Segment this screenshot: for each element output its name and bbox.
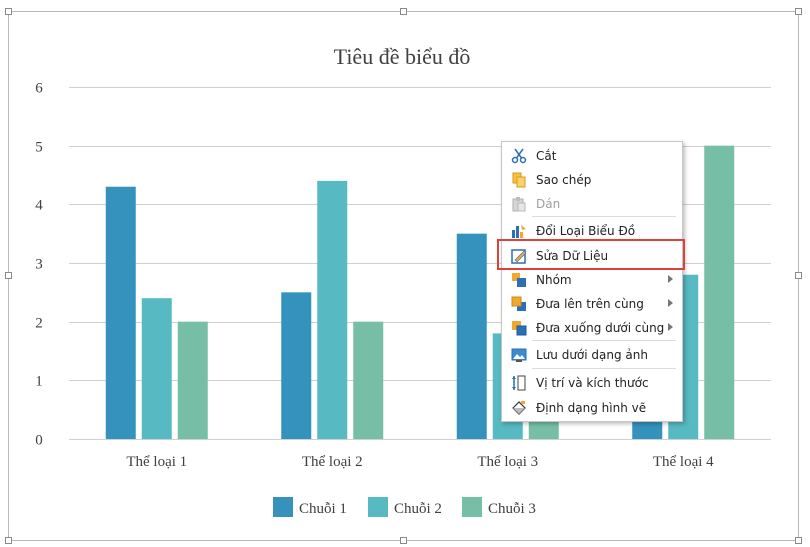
save-as-picture-icon xyxy=(511,347,527,363)
highlight-annotation xyxy=(497,239,685,270)
y-tick-label: 1 xyxy=(35,374,43,390)
menu-item-position-size[interactable]: Vị trí và kích thước xyxy=(503,372,681,394)
menu-separator xyxy=(532,368,676,369)
menu-item-label: Đưa xuống dưới cùng xyxy=(536,321,665,335)
menu-item-copy[interactable]: Sao chép xyxy=(503,169,681,191)
menu-item-label: Định dạng hình vẽ xyxy=(536,401,647,415)
x-axis-ticks: Thể loại 1 Thể loại 2 Thể loại 3 Thể loại 4 xyxy=(126,454,714,470)
y-tick-label: 2 xyxy=(35,316,43,332)
x-tick-label: Thể loại 3 xyxy=(477,454,538,470)
legend-label-1[interactable]: Chuỗi 1 xyxy=(299,501,347,517)
group-icon xyxy=(511,272,527,288)
y-tick-label: 4 xyxy=(35,198,43,214)
y-tick-label: 0 xyxy=(35,433,43,449)
y-tick-label: 3 xyxy=(35,257,43,273)
resize-handle-left[interactable] xyxy=(5,272,12,279)
submenu-arrow-icon xyxy=(668,299,673,307)
format-shape-icon xyxy=(511,400,527,416)
menu-item-label: Đổi Loại Biểu Đồ xyxy=(536,224,636,238)
menu-item-paste[interactable]: Dán xyxy=(503,193,681,215)
menu-separator xyxy=(532,340,676,341)
resize-handle-top[interactable] xyxy=(400,8,407,15)
resize-handle-right[interactable] xyxy=(795,272,802,279)
send-to-back-icon xyxy=(511,320,527,336)
menu-item-send-to-back[interactable]: Đưa xuống dưới cùng xyxy=(503,317,681,339)
menu-separator xyxy=(532,216,676,217)
context-menu[interactable]: Cắt Sao chép Dán Đổi Loại Biểu Đồ Sửa Dữ Liệ… xyxy=(501,141,683,422)
resize-handle-bottom-left[interactable] xyxy=(5,537,12,544)
menu-item-label: Dán xyxy=(536,197,561,211)
resize-handle-bottom[interactable] xyxy=(400,537,407,544)
change-chart-type-icon xyxy=(511,223,527,239)
bar-series-1-cat-2[interactable] xyxy=(281,292,312,439)
position-size-icon xyxy=(511,375,527,391)
menu-item-label: Sửa Dữ Liệu xyxy=(536,249,609,263)
bar-series-2-cat-1[interactable] xyxy=(141,298,172,439)
bar-series-1-cat-3[interactable] xyxy=(456,233,487,439)
legend-label-2[interactable]: Chuỗi 2 xyxy=(394,501,442,517)
y-tick-label: 6 xyxy=(35,81,43,97)
menu-item-label: Lưu dưới dạng ảnh xyxy=(536,348,648,362)
edit-data-icon xyxy=(511,248,527,264)
menu-item-edit-data[interactable]: Sửa Dữ Liệu xyxy=(503,245,681,267)
menu-item-save-as-picture[interactable]: Lưu dưới dạng ảnh xyxy=(503,344,681,366)
y-tick-label: 5 xyxy=(35,140,43,156)
legend-swatch-2 xyxy=(368,497,388,517)
submenu-arrow-icon xyxy=(668,323,673,331)
copy-icon xyxy=(511,172,527,188)
resize-handle-bottom-right[interactable] xyxy=(795,537,802,544)
chart-title[interactable]: Tiêu đề biểu đồ xyxy=(334,44,471,69)
legend[interactable]: Chuỗi 1 Chuỗi 2 Chuỗi 3 xyxy=(273,497,536,517)
paste-icon xyxy=(511,196,527,212)
menu-item-format-shape[interactable]: Định dạng hình vẽ xyxy=(503,397,681,419)
bar-series-3-cat-1[interactable] xyxy=(177,321,208,439)
submenu-arrow-icon xyxy=(668,275,673,283)
menu-item-scissors[interactable]: Cắt xyxy=(503,145,681,167)
menu-item-change-chart-type[interactable]: Đổi Loại Biểu Đồ xyxy=(503,220,681,242)
menu-item-label: Nhóm xyxy=(536,273,572,287)
bar-series-3-cat-2[interactable] xyxy=(353,321,384,439)
legend-label-3[interactable]: Chuỗi 3 xyxy=(488,501,536,517)
x-tick-label: Thể loại 1 xyxy=(126,454,187,470)
menu-item-label: Vị trí và kích thước xyxy=(536,376,649,390)
menu-item-label: Cắt xyxy=(536,149,557,163)
bring-to-front-icon xyxy=(511,296,527,312)
x-tick-label: Thể loại 4 xyxy=(653,454,714,470)
menu-item-bring-to-front[interactable]: Đưa lên trên cùng xyxy=(503,293,681,315)
legend-swatch-1 xyxy=(273,497,293,517)
resize-handle-top-left[interactable] xyxy=(5,8,12,15)
y-axis-ticks: 0 1 2 3 4 5 6 xyxy=(35,81,43,449)
resize-handle-top-right[interactable] xyxy=(795,8,802,15)
menu-item-label: Sao chép xyxy=(536,173,592,187)
bar-series-1-cat-1[interactable] xyxy=(105,186,136,439)
bar-series-2-cat-2[interactable] xyxy=(317,180,348,439)
scissors-icon xyxy=(511,148,527,164)
bar-series-3-cat-4[interactable] xyxy=(704,145,735,439)
legend-swatch-3 xyxy=(462,497,482,517)
menu-item-label: Đưa lên trên cùng xyxy=(536,297,644,311)
x-tick-label: Thể loại 2 xyxy=(302,454,363,470)
menu-item-group[interactable]: Nhóm xyxy=(503,269,681,291)
